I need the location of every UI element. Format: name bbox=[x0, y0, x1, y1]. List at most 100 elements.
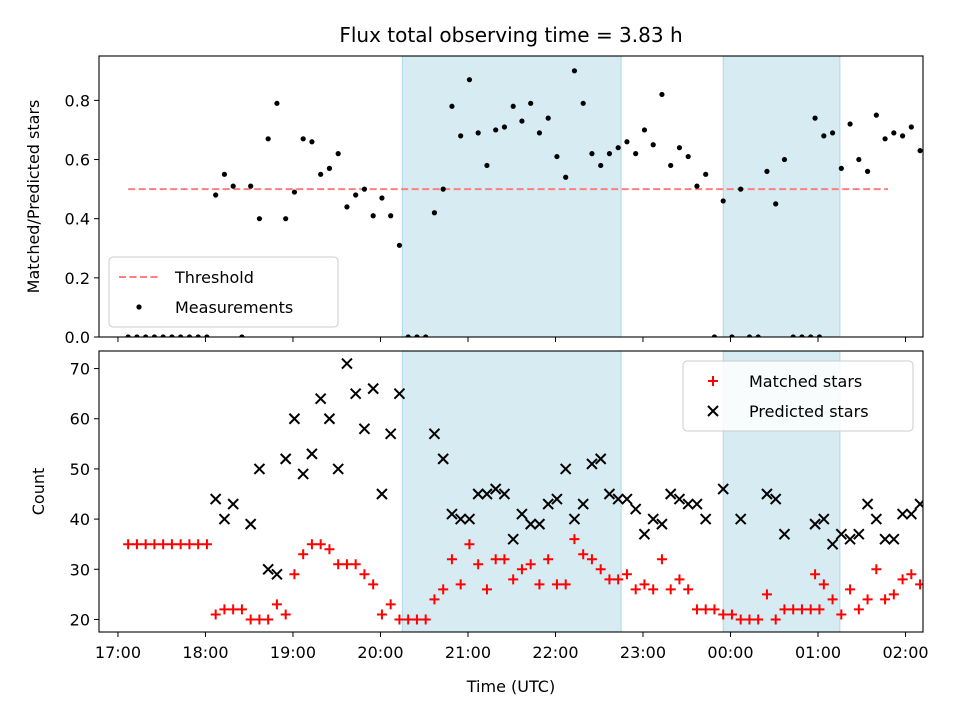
data-point bbox=[151, 334, 158, 337]
observing-window-1 bbox=[401, 55, 622, 338]
data-point bbox=[204, 334, 210, 337]
data-point bbox=[685, 153, 691, 160]
data-point bbox=[595, 564, 606, 575]
axes-frame bbox=[98, 350, 924, 633]
data-point bbox=[586, 458, 598, 470]
data-point bbox=[935, 110, 940, 115]
data-point bbox=[769, 493, 782, 505]
data-point bbox=[853, 528, 865, 540]
y-tick-label: 0.4 bbox=[65, 210, 90, 229]
data-point bbox=[149, 539, 160, 550]
data-point bbox=[659, 91, 665, 98]
data-point bbox=[836, 609, 847, 620]
y-tick-label: 30 bbox=[70, 560, 90, 579]
data-point bbox=[613, 574, 624, 585]
data-point bbox=[403, 614, 414, 625]
y-axis-label: Count bbox=[29, 468, 48, 516]
data-point bbox=[563, 174, 569, 180]
data-point bbox=[498, 488, 511, 500]
data-point bbox=[664, 488, 677, 500]
data-point bbox=[326, 165, 333, 171]
data-point bbox=[589, 151, 595, 157]
data-point bbox=[446, 508, 458, 520]
data-point bbox=[668, 162, 674, 169]
data-point bbox=[814, 604, 825, 615]
data-point bbox=[288, 413, 301, 425]
data-point bbox=[297, 468, 309, 480]
data-point bbox=[726, 609, 737, 620]
data-point bbox=[554, 153, 560, 160]
data-point bbox=[821, 133, 827, 139]
data-point bbox=[844, 533, 856, 545]
data-point bbox=[873, 112, 879, 118]
data-point bbox=[738, 186, 744, 192]
data-point bbox=[598, 162, 604, 169]
data-point bbox=[761, 589, 772, 600]
data-point bbox=[629, 503, 642, 515]
data-point bbox=[458, 133, 464, 139]
y-tick-label: 40 bbox=[70, 510, 90, 529]
data-point bbox=[245, 614, 256, 625]
legend-x-icon bbox=[707, 405, 719, 417]
data-point bbox=[683, 584, 694, 595]
data-point bbox=[239, 334, 245, 337]
data-point bbox=[594, 453, 607, 465]
data-point bbox=[781, 156, 788, 163]
x-tick-label: 02:00 bbox=[882, 643, 928, 662]
data-point bbox=[729, 334, 735, 337]
data-point bbox=[475, 130, 481, 136]
data-point bbox=[484, 162, 490, 169]
data-point bbox=[870, 513, 883, 525]
data-point bbox=[405, 334, 411, 337]
data-point bbox=[516, 508, 528, 520]
data-point bbox=[650, 142, 656, 148]
x-tick-label: 23:00 bbox=[620, 643, 666, 662]
data-point bbox=[271, 599, 282, 610]
data-point bbox=[315, 539, 326, 550]
data-point bbox=[718, 609, 729, 620]
data-point bbox=[647, 513, 659, 525]
y-tick-label: 60 bbox=[70, 410, 90, 429]
data-point bbox=[746, 334, 753, 337]
data-point bbox=[896, 508, 909, 520]
x-axis-label: Time (UTC) bbox=[466, 677, 555, 696]
data-point bbox=[638, 528, 651, 540]
y-tick-label: 0.6 bbox=[65, 151, 90, 170]
axes-frame bbox=[98, 55, 924, 338]
data-point bbox=[773, 201, 779, 207]
data-point bbox=[700, 604, 711, 615]
data-point bbox=[578, 549, 589, 560]
data-point bbox=[734, 513, 747, 525]
data-point bbox=[543, 554, 554, 565]
data-point bbox=[699, 513, 712, 525]
data-point bbox=[186, 334, 193, 337]
data-point bbox=[568, 513, 581, 525]
data-point bbox=[493, 127, 499, 133]
data-point bbox=[306, 539, 317, 550]
data-point bbox=[368, 579, 379, 590]
data-point bbox=[941, 589, 951, 599]
legend-label: Predicted stars bbox=[749, 402, 869, 421]
data-point bbox=[630, 584, 641, 595]
data-point bbox=[639, 579, 650, 590]
data-point bbox=[674, 574, 685, 585]
data-point bbox=[501, 124, 508, 130]
data-point bbox=[175, 539, 186, 550]
data-point bbox=[615, 145, 621, 151]
data-point bbox=[917, 148, 923, 154]
data-point bbox=[835, 528, 848, 540]
data-point bbox=[248, 183, 254, 189]
data-point bbox=[221, 171, 228, 177]
data-point bbox=[344, 204, 350, 210]
data-point bbox=[455, 579, 466, 590]
data-point bbox=[464, 539, 475, 550]
data-point bbox=[262, 563, 274, 575]
data-point bbox=[906, 569, 917, 580]
data-point bbox=[845, 584, 856, 595]
series-predicted-stars bbox=[209, 357, 923, 581]
data-point bbox=[888, 589, 899, 600]
data-point bbox=[271, 568, 283, 581]
data-point bbox=[300, 136, 306, 142]
data-point bbox=[446, 554, 457, 565]
data-point bbox=[914, 498, 923, 510]
